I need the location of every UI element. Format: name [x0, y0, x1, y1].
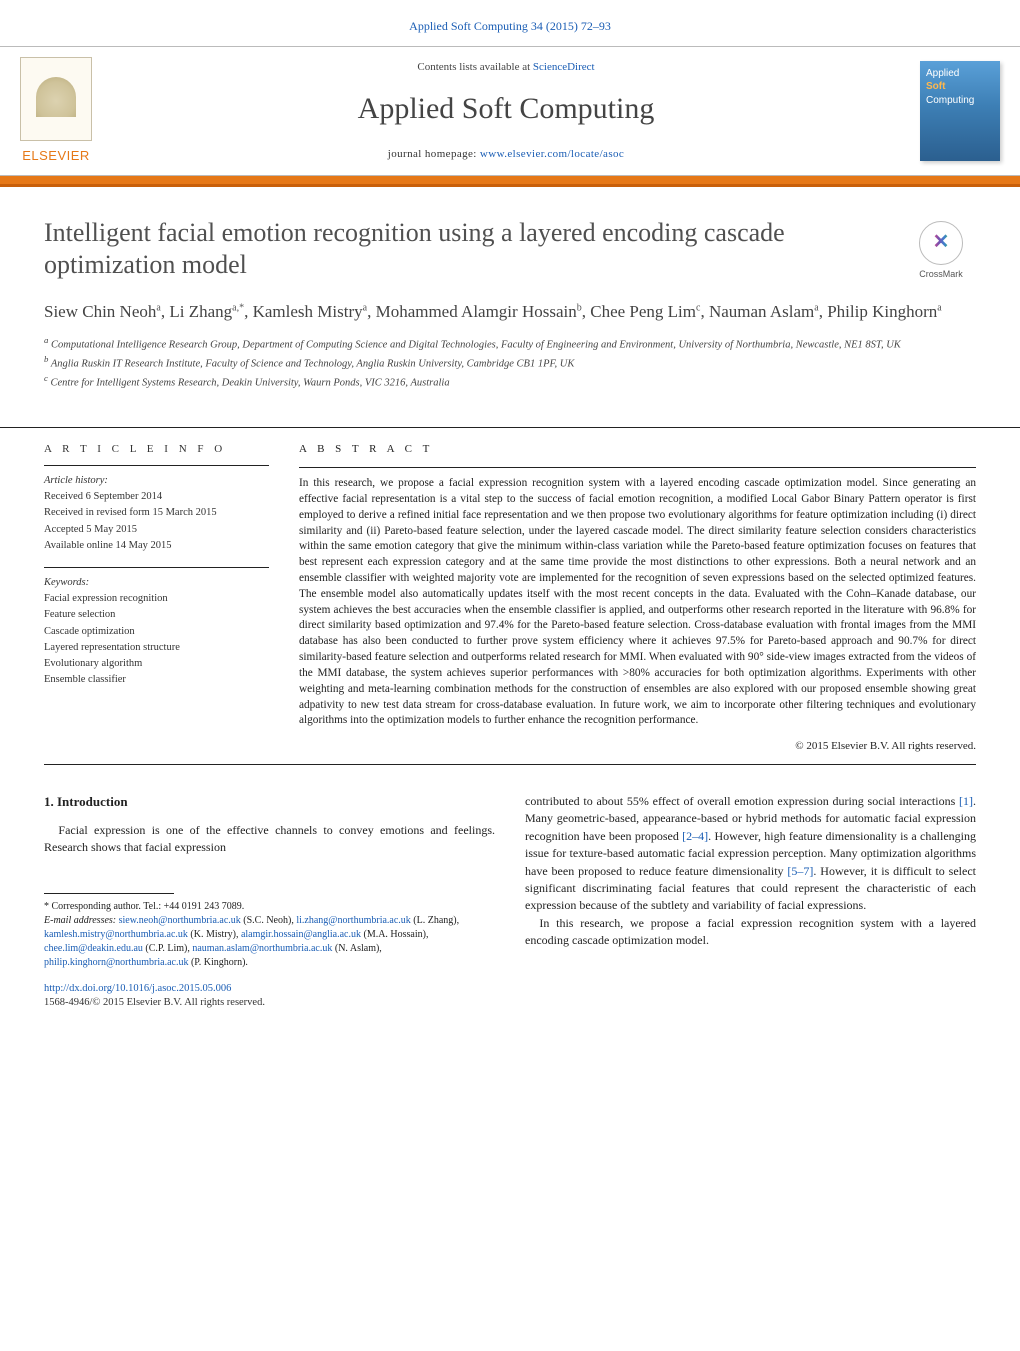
author-0-sup: a	[156, 302, 160, 313]
ref-2[interactable]: [2–4]	[682, 829, 708, 843]
doi-block: http://dx.doi.org/10.1016/j.asoc.2015.05…	[0, 970, 1020, 1031]
doi-link[interactable]: http://dx.doi.org/10.1016/j.asoc.2015.05…	[44, 983, 231, 994]
email-1-who: (L. Zhang),	[413, 915, 459, 926]
author-3: Mohammed Alamgir Hossain	[376, 302, 577, 321]
article-info-heading: A R T I C L E I N F O	[44, 442, 269, 457]
email-7[interactable]: nauman.aslam@northumbria.ac.uk	[192, 943, 332, 954]
crossmark-icon: ✕	[933, 229, 950, 256]
p2a: contributed to about 55% effect of overa…	[525, 794, 959, 808]
email-6-who: (C.P. Lim),	[145, 943, 189, 954]
intro-p2: contributed to about 55% effect of overa…	[525, 793, 976, 915]
history-label: Article history:	[44, 474, 269, 488]
affiliation-a: Computational Intelligence Research Grou…	[51, 339, 901, 350]
journal-cover-thumb: Applied Soft Computing	[920, 61, 1000, 161]
body-columns: 1. Introduction Facial expression is one…	[0, 765, 1020, 970]
journal-banner: ELSEVIER Contents lists available at Sci…	[0, 46, 1020, 176]
elsevier-name: ELSEVIER	[20, 147, 92, 165]
affiliation-b: Anglia Ruskin IT Research Institute, Fac…	[51, 358, 575, 369]
kw-3: Layered representation structure	[44, 641, 269, 655]
issn-line: 1568-4946/© 2015 Elsevier B.V. All right…	[44, 997, 265, 1008]
article-title: Intelligent facial emotion recognition u…	[44, 217, 844, 282]
author-1: Li Zhang	[169, 302, 232, 321]
intro-p1: Facial expression is one of the effectiv…	[44, 822, 495, 857]
history-2: Accepted 5 May 2015	[44, 523, 269, 537]
kw-1: Feature selection	[44, 608, 269, 622]
cover-line1: Applied	[926, 67, 994, 81]
intro-p3: In this research, we propose a facial ex…	[525, 915, 976, 950]
homepage-link[interactable]: www.elsevier.com/locate/asoc	[480, 148, 624, 160]
meta-abstract-row: A R T I C L E I N F O Article history: R…	[0, 427, 1020, 754]
author-1-sup: a,*	[232, 302, 244, 313]
section-1-heading: 1. Introduction	[44, 793, 495, 812]
authors: Siew Chin Neoha, Li Zhanga,*, Kamlesh Mi…	[44, 300, 976, 324]
email-1[interactable]: li.zhang@northumbria.ac.uk	[296, 915, 410, 926]
ref-1[interactable]: [1]	[959, 794, 973, 808]
author-3-sup: b	[577, 302, 582, 313]
contents-text: Contents lists available at	[417, 61, 532, 73]
cover-line3: Computing	[926, 94, 994, 108]
email-8[interactable]: philip.kinghorn@northumbria.ac.uk	[44, 957, 188, 968]
ref-3[interactable]: [5–7]	[787, 864, 813, 878]
banner-center: Contents lists available at ScienceDirec…	[110, 60, 902, 162]
abstract-copyright: © 2015 Elsevier B.V. All rights reserved…	[299, 739, 976, 754]
sciencedirect-link[interactable]: ScienceDirect	[533, 61, 595, 73]
history-3: Available online 14 May 2015	[44, 539, 269, 553]
affiliation-c: Centre for Intelligent Systems Research,…	[51, 378, 450, 389]
abstract-col: A B S T R A C T In this research, we pro…	[299, 442, 976, 754]
journal-homepage: journal homepage: www.elsevier.com/locat…	[110, 147, 902, 162]
header-citation-link[interactable]: Applied Soft Computing 34 (2015) 72–93	[409, 19, 611, 33]
history-1: Received in revised form 15 March 2015	[44, 506, 269, 520]
history-0: Received 6 September 2014	[44, 490, 269, 504]
author-2-sup: a	[363, 302, 367, 313]
affiliations: a Computational Intelligence Research Gr…	[44, 334, 976, 392]
footnotes: * Corresponding author. Tel.: +44 0191 2…	[44, 900, 495, 970]
email-7-who: (N. Aslam),	[335, 943, 382, 954]
author-5: Nauman Aslam	[709, 302, 814, 321]
author-4-sup: c	[696, 302, 700, 313]
header-citation: Applied Soft Computing 34 (2015) 72–93	[0, 0, 1020, 46]
footnote-rule	[44, 893, 174, 894]
author-2: Kamlesh Mistry	[253, 302, 363, 321]
kw-5: Ensemble classifier	[44, 673, 269, 687]
contents-line: Contents lists available at ScienceDirec…	[110, 60, 902, 75]
author-6: Philip Kinghorn	[827, 302, 937, 321]
brand-rule	[0, 176, 1020, 184]
elsevier-block: ELSEVIER	[20, 57, 92, 165]
email-5[interactable]: chee.lim@deakin.edu.au	[44, 943, 143, 954]
author-6-sup: a	[937, 302, 941, 313]
email-4[interactable]: alamgir.hossain@anglia.ac.uk	[241, 929, 361, 940]
email-0-who: (S.C. Neoh),	[243, 915, 294, 926]
crossmark-label: CrossMark	[919, 269, 963, 279]
email-3-who: (K. Mistry),	[190, 929, 238, 940]
email-8-who: (P. Kinghorn).	[191, 957, 248, 968]
homepage-label: journal homepage:	[388, 148, 480, 160]
journal-name: Applied Soft Computing	[110, 89, 902, 130]
email-4-who: (M.A. Hossain),	[363, 929, 428, 940]
elsevier-logo	[20, 57, 92, 141]
kw-0: Facial expression recognition	[44, 592, 269, 606]
abstract-text: In this research, we propose a facial ex…	[299, 476, 976, 729]
email-0[interactable]: siew.neoh@northumbria.ac.uk	[119, 915, 241, 926]
author-4: Chee Peng Lim	[590, 302, 696, 321]
crossmark-badge[interactable]: ✕ CrossMark	[906, 221, 976, 280]
abstract-heading: A B S T R A C T	[299, 442, 976, 457]
kw-4: Evolutionary algorithm	[44, 657, 269, 671]
author-0: Siew Chin Neoh	[44, 302, 156, 321]
article-info-col: A R T I C L E I N F O Article history: R…	[44, 442, 269, 754]
author-5-sup: a	[814, 302, 818, 313]
email-label: E-mail addresses:	[44, 915, 119, 926]
corresponding-author: * Corresponding author. Tel.: +44 0191 2…	[44, 900, 495, 914]
email-2[interactable]: kamlesh.mistry@northumbria.ac.uk	[44, 929, 188, 940]
cover-line2: Soft	[926, 80, 994, 94]
elsevier-tree-icon	[36, 77, 76, 117]
kw-2: Cascade optimization	[44, 625, 269, 639]
keywords-label: Keywords:	[44, 576, 269, 590]
